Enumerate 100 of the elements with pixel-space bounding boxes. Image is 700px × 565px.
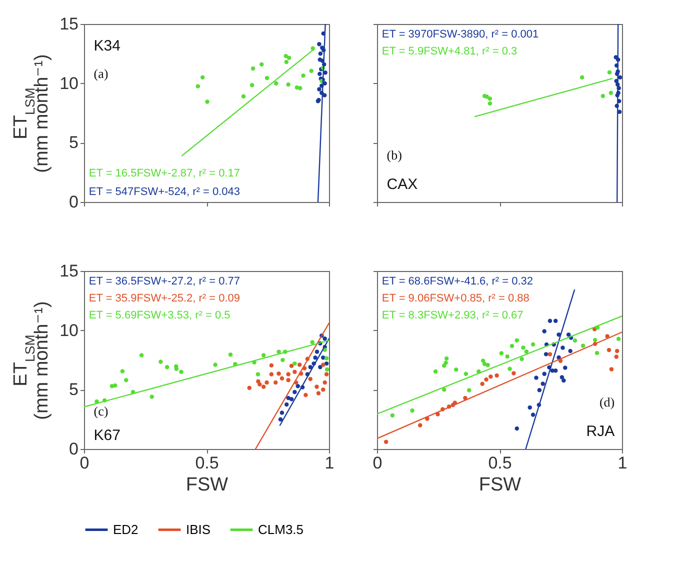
point — [308, 376, 312, 382]
point — [553, 318, 558, 323]
point — [324, 367, 329, 372]
point — [280, 410, 284, 415]
point — [436, 412, 440, 416]
point — [488, 374, 493, 379]
x-tick-label: 0.5 — [195, 454, 219, 472]
point — [614, 348, 620, 354]
point — [484, 94, 489, 99]
point — [286, 396, 290, 400]
annotation: K67 — [94, 426, 121, 444]
y-tick-label: 15 — [60, 262, 78, 280]
point — [261, 384, 266, 389]
point — [324, 361, 329, 366]
annotation: (c) — [94, 404, 108, 419]
point — [124, 378, 128, 382]
point — [304, 392, 308, 398]
y-tick-label: 5 — [69, 133, 78, 152]
y-tick-label: 10 — [60, 74, 78, 93]
annotation: (d) — [599, 394, 615, 410]
point — [618, 75, 622, 80]
point — [250, 82, 254, 88]
x-tick-label: 1 — [618, 454, 628, 472]
point — [316, 391, 321, 396]
point — [562, 378, 566, 383]
point — [296, 384, 300, 388]
point — [324, 372, 329, 376]
point — [298, 86, 302, 90]
point — [280, 376, 284, 381]
point — [488, 101, 492, 106]
point — [247, 386, 252, 390]
point — [580, 75, 584, 80]
point — [280, 358, 285, 362]
annotation: (a) — [94, 66, 108, 81]
point — [322, 93, 327, 98]
x-tick-label: 0.5 — [488, 454, 512, 472]
point — [205, 100, 210, 104]
y-tick-label: 0 — [69, 192, 78, 212]
point — [530, 412, 536, 417]
point — [269, 363, 274, 368]
point — [313, 356, 318, 360]
point — [484, 377, 488, 382]
point — [314, 384, 319, 389]
point — [514, 338, 520, 343]
annotation: (b) — [386, 148, 402, 163]
point — [563, 366, 568, 370]
point — [607, 70, 612, 75]
point — [467, 388, 472, 392]
point — [520, 356, 524, 362]
point — [196, 84, 200, 88]
point — [542, 329, 546, 334]
point — [606, 348, 612, 352]
x-axis-title: FSW — [478, 474, 522, 496]
point — [521, 346, 526, 350]
legend-label: CLM3.5 — [258, 522, 304, 537]
point — [608, 90, 614, 95]
y-tick-label: 5 — [69, 380, 78, 400]
point — [256, 372, 260, 376]
point — [318, 72, 322, 76]
point — [228, 352, 233, 357]
annotation: CAX — [386, 176, 418, 194]
point — [264, 380, 269, 385]
point — [264, 76, 270, 80]
point — [544, 352, 548, 356]
point — [480, 358, 486, 363]
point — [560, 346, 565, 350]
point — [321, 388, 326, 392]
point — [286, 56, 292, 60]
annotation: ET = 8.3FSW+2.93, r² = 0.67 — [382, 310, 524, 322]
point — [286, 82, 290, 87]
point — [158, 360, 163, 364]
point — [454, 367, 458, 372]
point — [318, 52, 323, 56]
point — [560, 375, 564, 380]
point — [486, 362, 490, 368]
point — [548, 318, 552, 323]
point — [301, 74, 306, 78]
point — [410, 408, 414, 413]
point — [213, 362, 218, 367]
annotation: RJA — [586, 423, 615, 440]
legend-label: ED2 — [113, 522, 138, 537]
point — [112, 383, 118, 388]
point — [508, 366, 512, 372]
point — [540, 382, 545, 386]
point — [528, 405, 532, 410]
point — [534, 376, 538, 380]
annotation: ET = 36.5FSW+-27.2, r² = 0.77 — [88, 276, 240, 288]
point — [566, 332, 571, 337]
point — [614, 354, 618, 359]
point — [308, 365, 312, 370]
point — [278, 417, 283, 422]
point — [442, 388, 446, 392]
point — [150, 394, 154, 399]
point — [310, 340, 314, 344]
point — [314, 350, 320, 354]
point — [200, 75, 205, 80]
point — [273, 380, 278, 385]
point — [179, 370, 184, 374]
annotation: ET = 5.9FSW+4.81, r² = 0.3 — [382, 46, 518, 58]
point — [318, 365, 322, 370]
